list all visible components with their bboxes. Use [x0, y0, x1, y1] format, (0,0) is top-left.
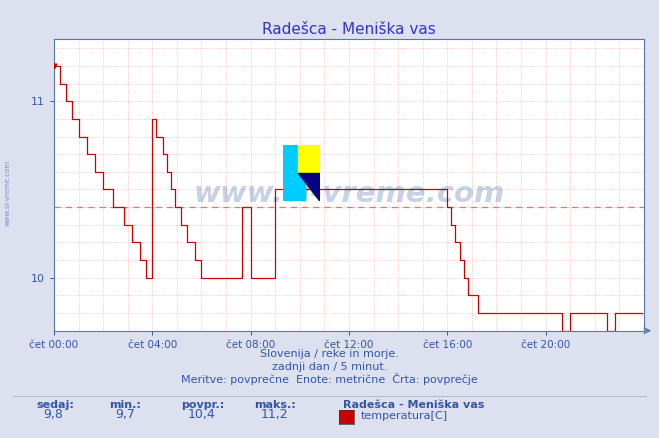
- Text: temperatura[C]: temperatura[C]: [361, 411, 448, 421]
- Text: 10,4: 10,4: [188, 408, 215, 421]
- Bar: [283, 145, 305, 201]
- Text: www.si-vreme.com: www.si-vreme.com: [193, 180, 505, 208]
- Text: min.:: min.:: [109, 399, 140, 410]
- Text: Slovenija / reke in morje.: Slovenija / reke in morje.: [260, 349, 399, 359]
- Text: sedaj:: sedaj:: [36, 399, 74, 410]
- Text: 9,8: 9,8: [43, 408, 63, 421]
- Text: Meritve: povprečne  Enote: metrične  Črta: povprečje: Meritve: povprečne Enote: metrične Črta:…: [181, 373, 478, 385]
- Text: 9,7: 9,7: [115, 408, 135, 421]
- Text: povpr.:: povpr.:: [181, 399, 225, 410]
- Bar: [298, 145, 320, 173]
- Text: maks.:: maks.:: [254, 399, 295, 410]
- Polygon shape: [298, 173, 320, 201]
- Text: www.si-vreme.com: www.si-vreme.com: [5, 160, 11, 226]
- Text: zadnji dan / 5 minut.: zadnji dan / 5 minut.: [272, 362, 387, 372]
- Title: Radešca - Meniška vas: Radešca - Meniška vas: [262, 22, 436, 37]
- Text: Radešca - Meniška vas: Radešca - Meniška vas: [343, 399, 484, 410]
- Text: 11,2: 11,2: [260, 408, 288, 421]
